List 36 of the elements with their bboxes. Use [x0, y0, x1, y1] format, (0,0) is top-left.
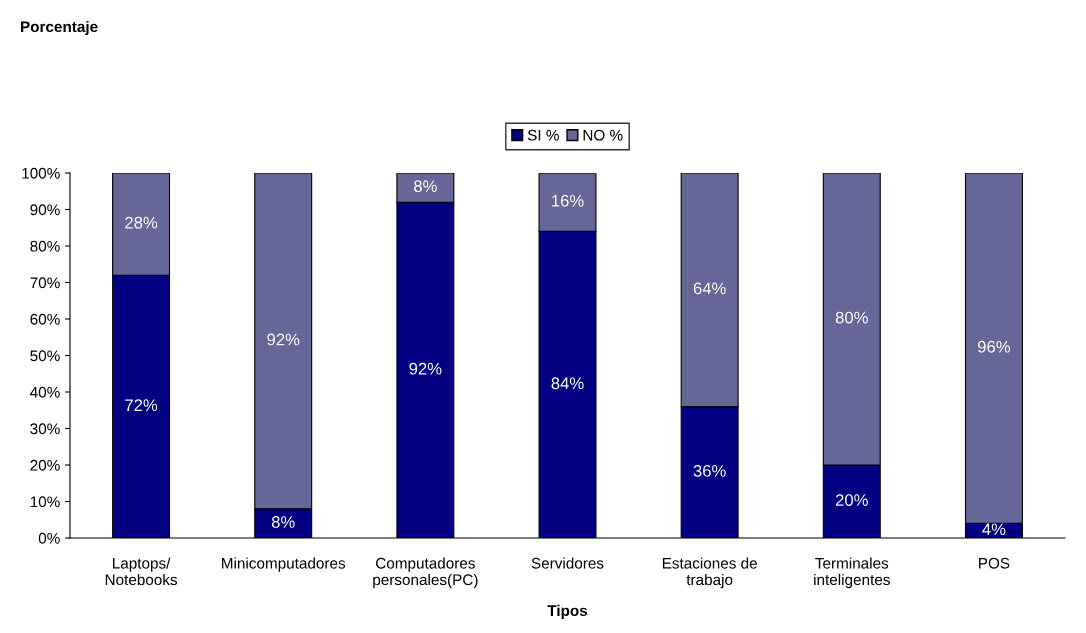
x-tick-label: Computadores personales(PC) [373, 557, 478, 589]
data-label: 8% [271, 516, 295, 528]
data-label: 20% [835, 494, 868, 506]
data-label: 92% [267, 333, 300, 346]
y-tick-label: 20% [30, 459, 60, 471]
y-tick-label: 30% [30, 423, 60, 435]
data-label: 8% [414, 180, 437, 193]
data-label: 64% [693, 282, 726, 295]
data-label: 36% [693, 464, 726, 477]
data-label: 84% [551, 377, 584, 390]
y-tick-label: 50% [30, 350, 60, 362]
data-label: 80% [835, 311, 868, 324]
data-label: 4% [982, 523, 1006, 536]
y-tick-label: 40% [30, 386, 60, 398]
y-tick-label: 80% [30, 240, 60, 252]
data-label: 92% [409, 362, 442, 375]
y-tick-label: 70% [30, 277, 60, 289]
x-tick-label: Minicomputadores [222, 557, 346, 572]
x-tick-label: Laptops/ Notebooks [105, 557, 178, 586]
legend-label: NO % [583, 129, 623, 141]
x-tick-label: POS [979, 557, 1010, 569]
x-tick-label: Estaciones de trabajo [662, 557, 757, 589]
x-axis-title: Tipos [547, 604, 588, 620]
x-tick-label: Terminales inteligentes [814, 557, 890, 589]
y-tick-label: 0% [38, 532, 60, 544]
text: Porcentaje [21, 20, 98, 36]
y-tick-label: 90% [30, 204, 60, 216]
data-label: 96% [978, 340, 1011, 353]
y-tick-label: 60% [30, 313, 60, 325]
y-tick-label: 10% [30, 496, 60, 508]
x-tick-label: Servidores [531, 557, 604, 569]
data-label: 28% [125, 216, 158, 229]
data-label: 16% [552, 194, 584, 207]
y-tick-label: 100% [22, 167, 60, 179]
legend-label: SI % [527, 129, 559, 141]
data-label: 72% [125, 399, 158, 412]
